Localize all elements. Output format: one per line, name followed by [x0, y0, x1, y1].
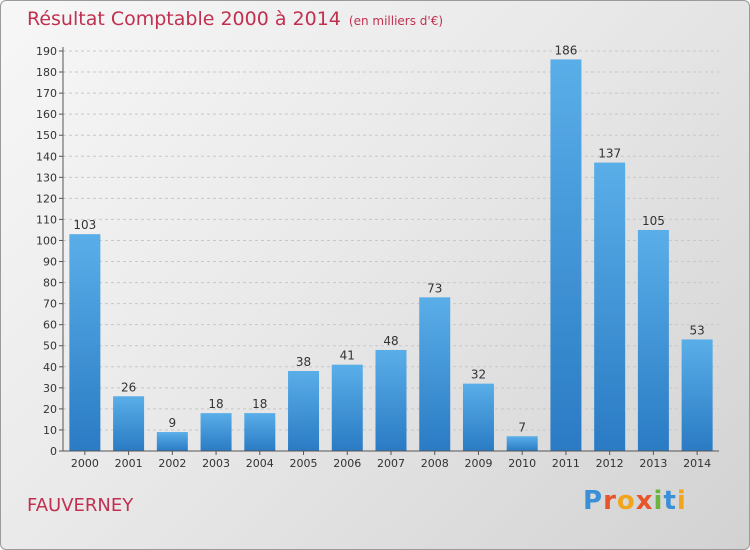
bar-2005 [288, 371, 320, 451]
logo-letter: P [583, 486, 604, 516]
y-tick-label: 120 [36, 192, 57, 205]
y-tick-label: 190 [36, 45, 57, 58]
x-tick-label-2006: 2006 [333, 457, 361, 470]
y-tick-label: 180 [36, 66, 57, 79]
bars: 103 26 9 18 18 38 41 48 73 32 7 186 137 105 53 [69, 43, 713, 451]
y-tick-label: 130 [36, 171, 57, 184]
bar-2007 [375, 349, 407, 451]
bar-2003 [200, 413, 232, 451]
y-tick-label: 40 [43, 361, 57, 374]
y-tick-label: 30 [43, 382, 57, 395]
x-tick-label-2002: 2002 [158, 457, 186, 470]
y-tick-label: 20 [43, 403, 57, 416]
bar-2009 [462, 383, 494, 451]
x-tick-label-2009: 2009 [464, 457, 492, 470]
x-tick-label-2013: 2013 [639, 457, 667, 470]
y-tick-label: 80 [43, 277, 57, 290]
x-tick-label-2008: 2008 [421, 457, 449, 470]
bar-2006 [331, 364, 363, 451]
proxiti-logo: Proxiti [583, 486, 687, 516]
value-label-2005: 38 [296, 355, 311, 369]
value-label-2009: 32 [471, 368, 486, 382]
bar-2013 [637, 229, 669, 451]
chart-title-text: Résultat Comptable 2000 à 2014 [27, 8, 341, 30]
x-tick-label-2001: 2001 [115, 457, 143, 470]
x-tick-label-2005: 2005 [290, 457, 318, 470]
chart-unit: (en milliers d'€) [348, 14, 444, 28]
bar-2011 [550, 59, 582, 451]
value-label-2004: 18 [252, 397, 267, 411]
x-tick-label-2000: 2000 [71, 457, 99, 470]
value-label-2010: 7 [518, 420, 526, 434]
x-tick-label-2007: 2007 [377, 457, 405, 470]
value-label-2007: 48 [383, 334, 398, 348]
bar-2012 [594, 162, 626, 451]
bar-2010 [506, 436, 538, 451]
x-tick-label-2004: 2004 [246, 457, 274, 470]
bar-2000 [69, 234, 101, 451]
y-tick-label: 110 [36, 213, 57, 226]
logo-letter: r [603, 486, 617, 516]
y-tick-label: 150 [36, 129, 57, 142]
y-tick-label: 90 [43, 256, 57, 269]
value-label-2008: 73 [427, 281, 442, 295]
y-tick-label: 50 [43, 340, 57, 353]
bar-2002 [156, 432, 188, 451]
value-label-2003: 18 [208, 397, 223, 411]
value-label-2006: 41 [340, 349, 355, 363]
x-tick-label-2010: 2010 [508, 457, 536, 470]
chart-title: Résultat Comptable 2000 à 2014 (en millie… [27, 8, 443, 30]
y-tick-label: 100 [36, 234, 57, 247]
value-label-2001: 26 [121, 380, 136, 394]
bar-2004 [244, 413, 276, 451]
value-label-2011: 186 [554, 43, 577, 57]
y-tick-label: 70 [43, 298, 57, 311]
bar-2014 [681, 339, 713, 451]
value-label-2000: 103 [73, 218, 96, 232]
city-name: FAUVERNEY [27, 495, 134, 516]
y-tick-label: 60 [43, 319, 57, 332]
y-tick-label: 160 [36, 108, 57, 121]
value-label-2002: 9 [169, 416, 177, 430]
y-tick-label: 0 [50, 445, 57, 458]
logo-letter: x [635, 486, 654, 516]
x-tick-label-2012: 2012 [596, 457, 624, 470]
logo-letter: t [663, 486, 677, 516]
logo-letter: o [616, 486, 636, 516]
logo-letter: i [676, 486, 687, 516]
y-tick-label: 170 [36, 87, 57, 100]
logo-letter: i [653, 486, 664, 516]
x-tick-label-2014: 2014 [683, 457, 711, 470]
x-tick-label-2011: 2011 [552, 457, 580, 470]
y-tick-label: 10 [43, 424, 57, 437]
y-tick-label: 140 [36, 150, 57, 163]
bar-2008 [419, 297, 451, 451]
value-label-2014: 53 [689, 323, 704, 337]
value-label-2013: 105 [642, 214, 665, 228]
axes: 0 10 20 30 40 50 60 70 80 90 100 110 120 130 140 150 160… [36, 45, 719, 470]
value-label-2012: 137 [598, 147, 621, 161]
bar-2001 [113, 396, 145, 451]
x-tick-label-2003: 2003 [202, 457, 230, 470]
